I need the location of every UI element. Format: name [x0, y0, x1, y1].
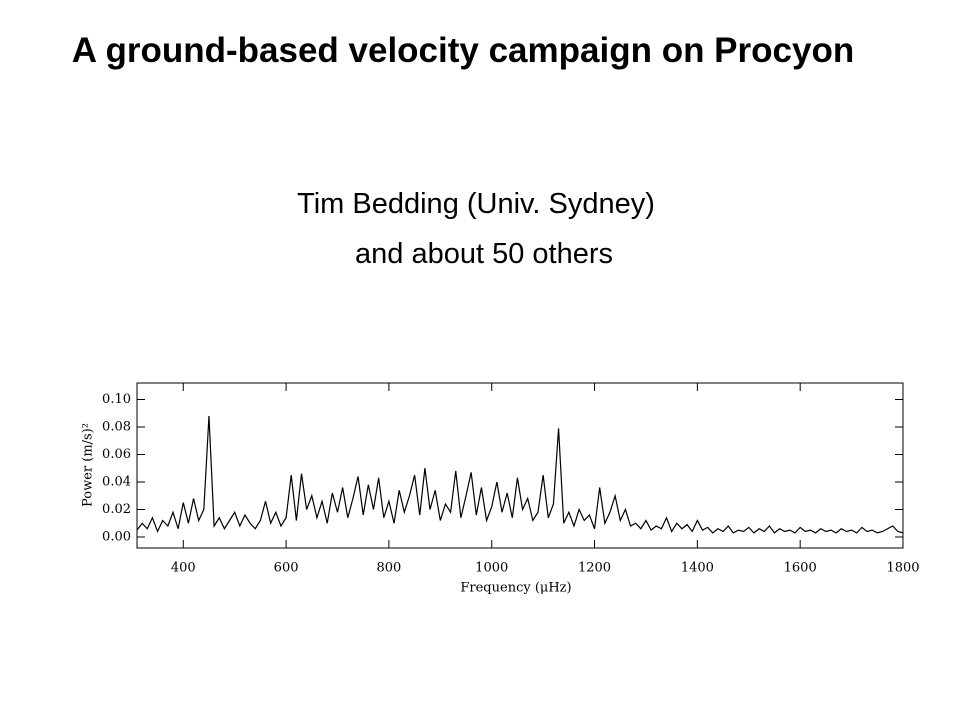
x-axis-label: Frequency (μHz): [460, 581, 571, 596]
slide-title: A ground-based velocity campaign on Proc…: [71, 31, 855, 70]
x-tick-label: 1600: [784, 561, 817, 576]
x-tick-label: 1000: [475, 561, 508, 576]
x-tick-label: 1800: [886, 561, 919, 576]
author: Tim Bedding (Univ. Sydney): [297, 188, 655, 220]
x-tick-label: 1400: [681, 561, 714, 576]
y-tick-label: 0.10: [102, 392, 131, 407]
coauthors: and about 50 others: [355, 238, 613, 270]
x-tick-label: 800: [376, 561, 401, 576]
spectrum-line: [136, 415, 904, 534]
x-tick-label: 400: [171, 561, 196, 576]
x-tick-label: 1200: [578, 561, 611, 576]
plot-frame: [136, 382, 904, 549]
y-tick-label: 0.00: [102, 530, 131, 545]
y-tick-label: 0.08: [102, 420, 131, 435]
x-tick-label: 600: [274, 561, 299, 576]
y-tick-label: 0.02: [102, 502, 131, 517]
y-tick-label: 0.06: [102, 447, 131, 462]
y-tick-label: 0.04: [102, 475, 131, 490]
y-axis-label: Power (m/s)²: [81, 423, 96, 507]
